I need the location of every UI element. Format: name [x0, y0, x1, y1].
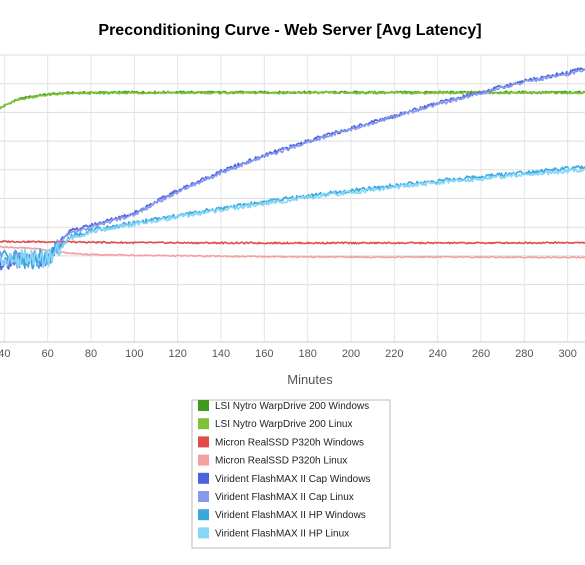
series-line [0, 67, 585, 271]
legend: LSI Nytro WarpDrive 200 Windows LSI Nytro… [191, 399, 391, 549]
legend-box [191, 399, 391, 549]
series-line [0, 68, 585, 269]
legend-label: Virident FlashMAX II HP Linux [215, 528, 349, 539]
x-tick-label: 260 [472, 348, 490, 360]
x-tick-label: 280 [515, 348, 533, 360]
x-axis-label: Minutes [287, 372, 333, 387]
series-layer [0, 67, 585, 271]
series-line [0, 91, 585, 110]
series-line [0, 245, 585, 259]
legend-swatch [198, 436, 209, 448]
x-tick-label: 60 [42, 348, 54, 360]
legend-swatch [198, 491, 209, 502]
chart-title: Preconditioning Curve - Web Server [Avg … [98, 22, 481, 39]
x-tick-label: 160 [255, 348, 273, 360]
x-tick-label: 240 [428, 348, 446, 360]
legend-swatch [198, 400, 209, 411]
legend-label: Virident FlashMAX II Cap Linux [215, 492, 354, 503]
legend-label: Micron RealSSD P320h Linux [215, 456, 347, 467]
series-line [0, 165, 585, 270]
x-tick-label: 200 [342, 348, 360, 360]
x-tick-label: 180 [298, 348, 316, 360]
x-tick-label: 120 [168, 348, 186, 360]
legend-swatch [198, 509, 209, 521]
x-tick-label: 220 [385, 348, 403, 360]
series-line [0, 240, 585, 245]
legend-swatch [198, 472, 209, 484]
x-tick-label: 100 [125, 348, 143, 360]
x-tick-label: 300 [558, 348, 576, 360]
x-tick-label: 140 [212, 348, 230, 360]
x-tick-label: 40 [0, 348, 10, 360]
legend-label: Virident FlashMAX II HP Windows [215, 510, 366, 521]
legend-label: LSI Nytro WarpDrive 200 Linux [215, 419, 352, 430]
x-tick-label: 80 [85, 348, 97, 360]
x-axis: 40 60 80 100 120 140 160 180 200 220 240 260 280 300 [0, 348, 577, 360]
legend-swatch [198, 418, 209, 430]
legend-swatch [198, 454, 209, 466]
legend-label: Virident FlashMAX II Cap Windows [215, 474, 370, 485]
legend-label: Micron RealSSD P320h Windows [215, 437, 364, 448]
legend-swatch [198, 527, 209, 539]
series-line [0, 168, 585, 269]
legend-label: LSI Nytro WarpDrive 200 Windows [215, 401, 369, 412]
